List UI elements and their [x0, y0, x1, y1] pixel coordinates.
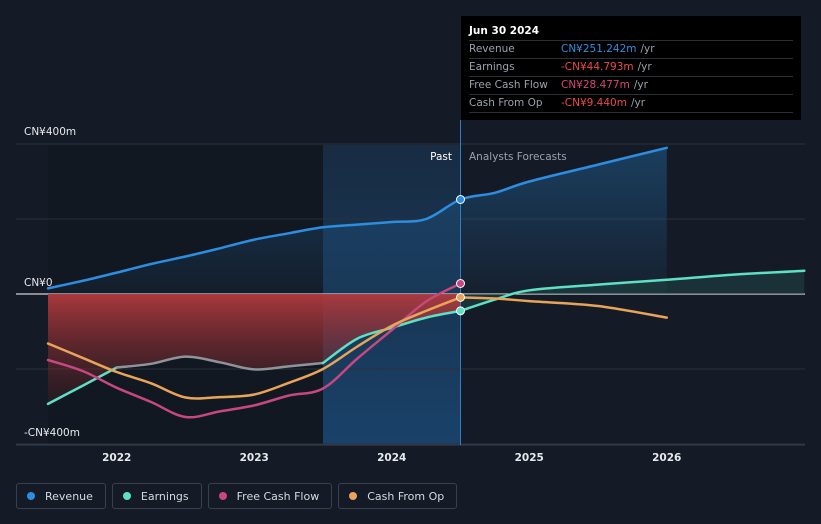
cfo-line — [46, 296, 462, 400]
earnings-forecast-area — [460, 270, 805, 311]
tooltip-row-unit: /yr — [640, 43, 655, 55]
x-axis-ticks: 2022 2023 2024 2025 2026 — [102, 452, 681, 464]
plot-area — [16, 120, 806, 446]
x-tick-label: 2025 — [515, 452, 544, 464]
tooltip-row-unit: /yr — [633, 79, 648, 91]
earnings-line-late — [321, 309, 462, 365]
revenue-line — [46, 146, 669, 290]
cfo-marker — [456, 292, 465, 302]
legend-label: Free Cash Flow — [236, 489, 320, 503]
earnings-line-start — [46, 366, 119, 406]
fcf-line — [46, 282, 462, 419]
tooltip-row-unit: /yr — [630, 97, 646, 109]
revenue-area — [48, 147, 667, 294]
tooltip-row: Cash From Op -CN¥9.440m/yr — [469, 95, 793, 113]
earnings-marker — [456, 306, 465, 316]
tooltip-row: Free Cash Flow CN¥28.477m/yr — [469, 77, 793, 95]
tooltip-row-value: CN¥251.242m — [561, 43, 637, 55]
y-label-zero: CN¥0 — [24, 277, 53, 289]
past-label: Past — [430, 151, 452, 163]
legend-item-revenue[interactable]: Revenue — [16, 483, 106, 509]
tooltip: Jun 30 2024 Revenue CN¥251.242m/yr Earning… — [461, 16, 801, 120]
tooltip-rows: Revenue CN¥251.242m/yr Earnings -CN¥44.793m… — [469, 41, 793, 113]
dot-icon — [349, 492, 358, 500]
legend-label: Earnings — [140, 489, 189, 503]
tooltip-row-value: CN¥28.477m — [561, 79, 630, 91]
tooltip-row-value: -CN¥44.793m — [561, 61, 634, 73]
tooltip-row: Revenue CN¥251.242m/yr — [469, 41, 793, 59]
tooltip-row-unit: /yr — [637, 61, 652, 73]
legend-item-cash-from-op[interactable]: Cash From Op — [338, 483, 458, 509]
legend-item-earnings[interactable]: Earnings — [111, 483, 202, 509]
tooltip-row-value: -CN¥9.440m — [561, 97, 627, 109]
legend-label: Revenue — [45, 489, 93, 503]
tooltip-date: Jun 30 2024 — [469, 22, 793, 41]
x-tick-label: 2022 — [102, 452, 131, 464]
tooltip-row-label: Free Cash Flow — [469, 79, 548, 91]
cfo-forecast-line — [459, 296, 669, 319]
y-label-top: CN¥400m — [24, 126, 76, 138]
earnings-line-mid — [115, 355, 325, 371]
dot-icon — [122, 492, 131, 500]
legend: Revenue Earnings Free Cash Flow Cash From O… — [16, 483, 458, 509]
forecast-label: Analysts Forecasts — [469, 151, 567, 163]
tooltip-row-label: Earnings — [469, 61, 515, 73]
fcf-marker — [456, 279, 465, 288]
revenue-marker — [456, 195, 465, 204]
dot-icon — [218, 492, 227, 500]
legend-item-free-cash-flow[interactable]: Free Cash Flow — [207, 483, 333, 509]
x-tick-label: 2024 — [377, 452, 406, 464]
dot-icon — [27, 492, 35, 500]
tooltip-row-label: Cash From Op — [469, 97, 543, 109]
legend-label: Cash From Op — [367, 489, 445, 503]
earnings-negative-area — [48, 294, 461, 404]
tooltip-row-label: Revenue — [469, 43, 515, 55]
tooltip-row: Earnings -CN¥44.793m/yr — [469, 59, 793, 77]
x-tick-label: 2023 — [240, 452, 269, 464]
x-tick-label: 2026 — [652, 452, 681, 464]
y-label-bottom: -CN¥400m — [24, 427, 80, 439]
